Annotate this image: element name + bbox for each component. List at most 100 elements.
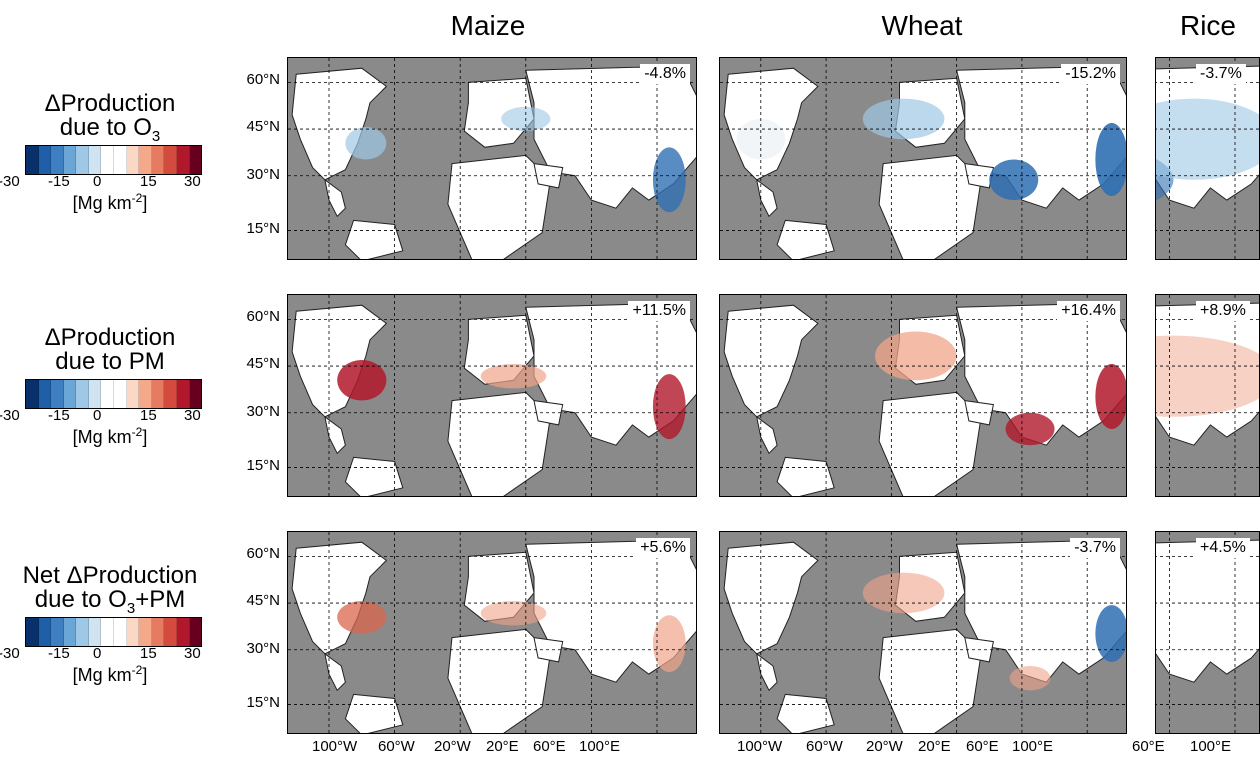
row-title-text: due to O: [34, 586, 127, 613]
land-mass: [447, 391, 551, 496]
impact-region: [989, 159, 1039, 201]
colorbar-segment: [176, 618, 190, 646]
land-mass: [776, 219, 835, 259]
colorbar-tick-label: 15: [140, 407, 157, 424]
land-mass: [291, 304, 388, 418]
impact-region: [337, 601, 387, 634]
colorbar-segment: [164, 146, 177, 174]
land-mass: [878, 154, 982, 259]
colorbar-tick-label: -30: [0, 407, 20, 424]
latitude-label: 45°N: [246, 592, 280, 609]
impact-region: [345, 127, 387, 160]
colorbar-tick-label: 15: [140, 173, 157, 190]
colorbar-segment: [26, 618, 39, 646]
latitude-label: 15°N: [246, 220, 280, 237]
colorbar-tick-label: 0: [93, 407, 102, 424]
column-title-wheat: Wheat: [881, 10, 963, 41]
row-title-tail: +PM: [135, 586, 186, 613]
colorbar-segment: [139, 146, 152, 174]
colorbar-segment: [151, 146, 165, 174]
latitude-label: 15°N: [246, 694, 280, 711]
land-mass: [291, 541, 388, 655]
land-mass: [723, 541, 819, 655]
row-title-subscript: 3: [151, 127, 161, 145]
colorbar-segment: [189, 146, 202, 174]
colorbar-segment: [139, 618, 152, 646]
land-mass: [776, 456, 835, 496]
impact-region: [736, 118, 786, 160]
percent-change-label: -4.8%: [640, 64, 690, 84]
impact-region: [652, 615, 686, 673]
percent-change-label: +4.5%: [1196, 538, 1250, 558]
map-svg: [720, 295, 1126, 496]
colorbar-unit-label: [Mg km-2]: [0, 663, 220, 686]
colorbar-segment: [76, 380, 89, 408]
column-title-rice: Rice: [1179, 10, 1236, 41]
colorbar-segment: [51, 380, 64, 408]
colorbar-segment: [76, 146, 89, 174]
longitude-label: 100°W: [312, 738, 358, 755]
colorbar-segment: [88, 618, 102, 646]
longitude-label: 100°W: [737, 738, 783, 755]
impact-region: [1005, 412, 1055, 446]
unit-suffix: ]: [142, 427, 148, 447]
longitude-label: 60°E: [966, 738, 999, 755]
longitude-label: 20°W: [434, 738, 471, 755]
latitude-label: 60°N: [246, 545, 280, 562]
latitude-label: 45°N: [246, 355, 280, 372]
colorbar-segment: [63, 618, 77, 646]
unit-suffix: ]: [142, 193, 148, 213]
colorbar-segment: [88, 380, 102, 408]
land-mass: [344, 219, 404, 259]
row-label-3: Net ΔProduction due to O3+PM: [0, 564, 220, 621]
map-svg: [288, 532, 696, 733]
land-mass: [755, 415, 778, 455]
land-mass: [324, 178, 346, 218]
land-mass: [447, 628, 551, 733]
land-mass: [776, 693, 835, 733]
colorbar-segment: [126, 618, 140, 646]
impact-region: [1095, 364, 1126, 429]
impact-region: [862, 98, 945, 140]
row-title-subscript: 3: [126, 599, 136, 617]
impact-region: [1095, 605, 1126, 662]
latitude-label: 30°N: [246, 403, 280, 420]
colorbar-segment: [151, 380, 165, 408]
longitude-label: 100°E: [1190, 738, 1232, 755]
map-panel-rice-row3: +4.5%: [1155, 531, 1260, 734]
unit-superscript: -2: [131, 425, 143, 439]
colorbar-segment: [164, 618, 177, 646]
map-svg: [288, 58, 696, 259]
land-mass: [344, 456, 404, 496]
unit-prefix: [Mg km: [72, 193, 132, 213]
colorbar: [25, 145, 202, 175]
percent-change-label: -3.7%: [1070, 538, 1120, 558]
land-mass: [324, 652, 346, 692]
impact-region: [862, 572, 945, 614]
colorbar-segment: [189, 618, 202, 646]
impact-region: [652, 374, 686, 440]
row-title-line1: Net ΔProduction: [22, 562, 198, 589]
land-mass: [955, 302, 1126, 446]
land-mass: [723, 304, 819, 418]
land-mass: [755, 178, 778, 218]
longitude-label: 100°E: [579, 738, 621, 755]
impact-region: [1156, 98, 1259, 180]
colorbar-segment: [26, 146, 39, 174]
impact-region: [1156, 335, 1259, 417]
colorbar-tick-label: 30: [184, 645, 201, 662]
latitude-label: 15°N: [246, 457, 280, 474]
map-svg: [1156, 295, 1259, 496]
latitude-label: 45°N: [246, 118, 280, 135]
row-title-line1: ΔProduction: [44, 90, 176, 117]
colorbar: [25, 617, 202, 647]
percent-change-label: +11.5%: [628, 301, 690, 321]
map-panel-maize-row3: +5.6%: [287, 531, 697, 734]
impact-region: [1095, 122, 1126, 197]
impact-region: [1009, 665, 1051, 691]
colorbar-tick-label: -30: [0, 645, 20, 662]
unit-prefix: [Mg km: [72, 427, 132, 447]
latitude-label: 60°N: [246, 308, 280, 325]
colorbar-segment: [76, 618, 89, 646]
colorbar-segment: [114, 146, 127, 174]
